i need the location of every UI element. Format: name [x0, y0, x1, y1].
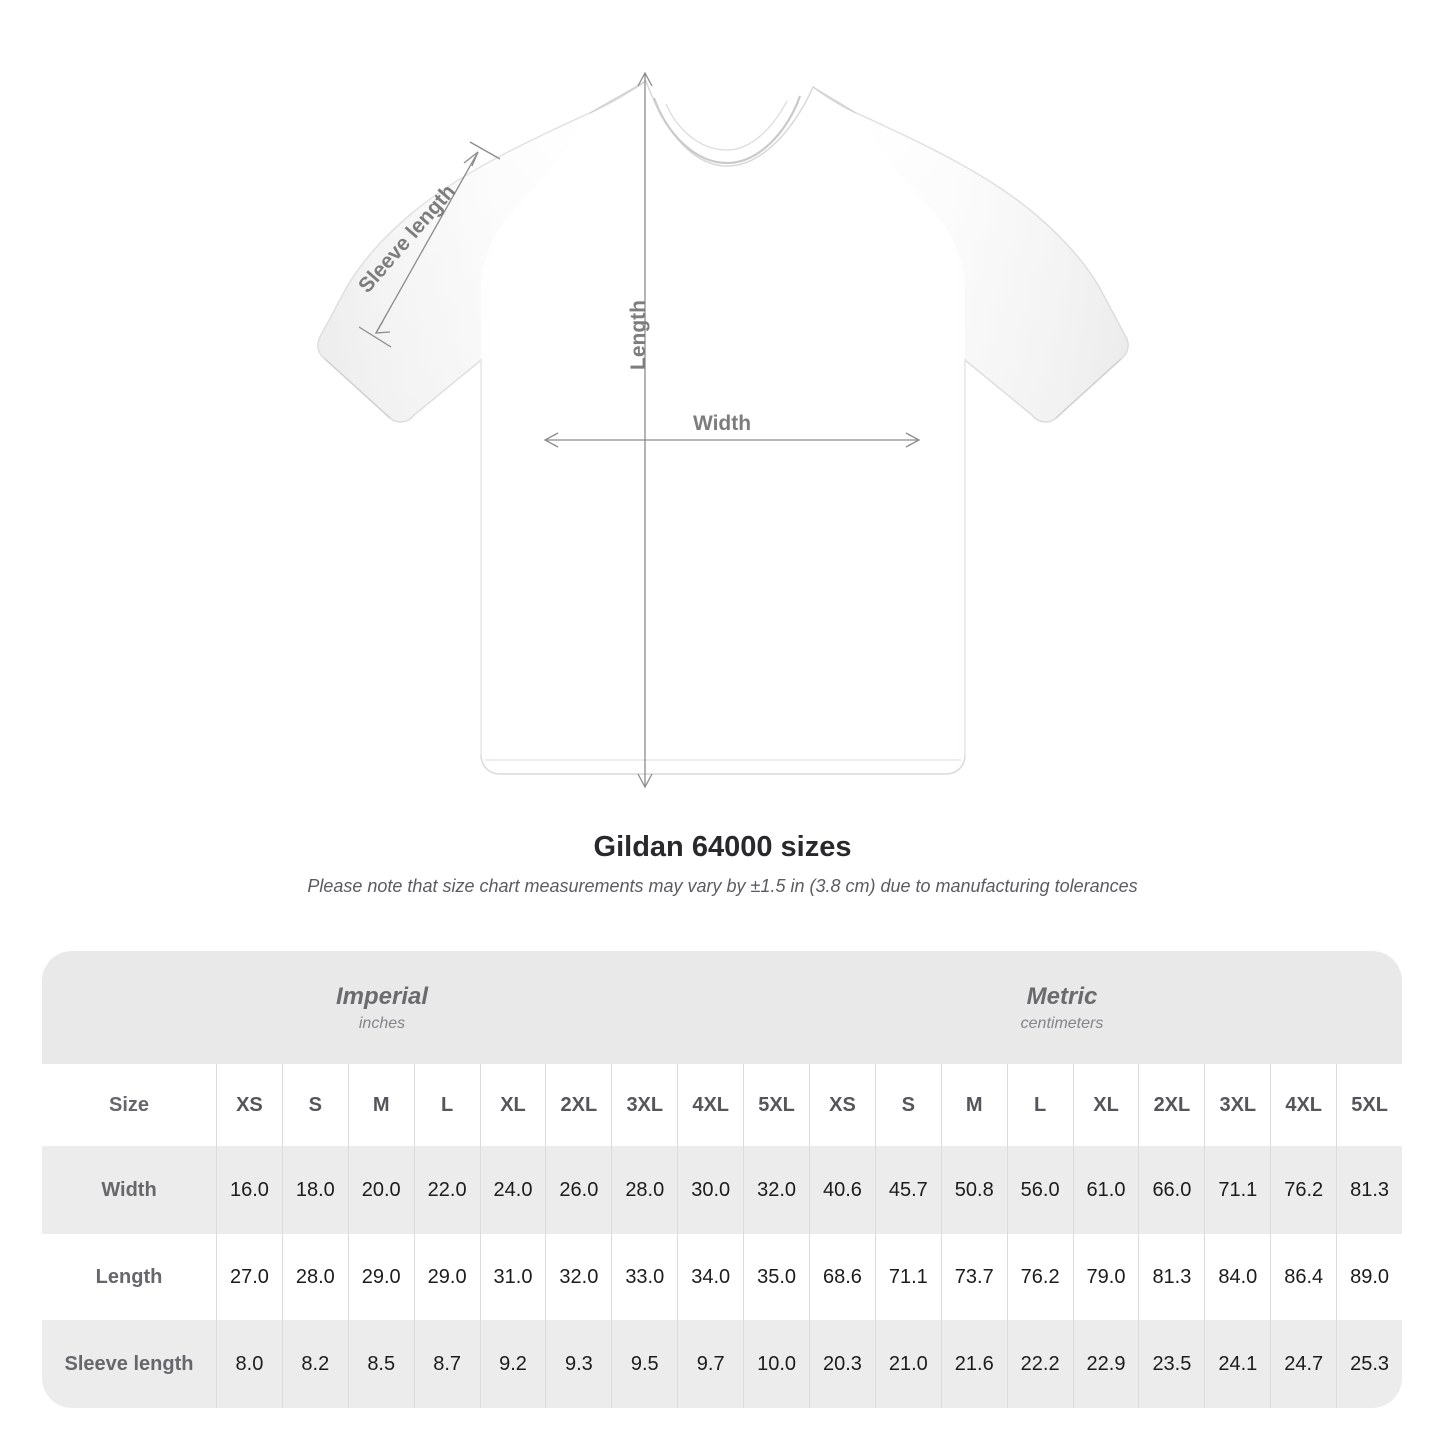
- svg-text:Width: Width: [693, 412, 751, 435]
- svg-text:Length: Length: [627, 300, 650, 370]
